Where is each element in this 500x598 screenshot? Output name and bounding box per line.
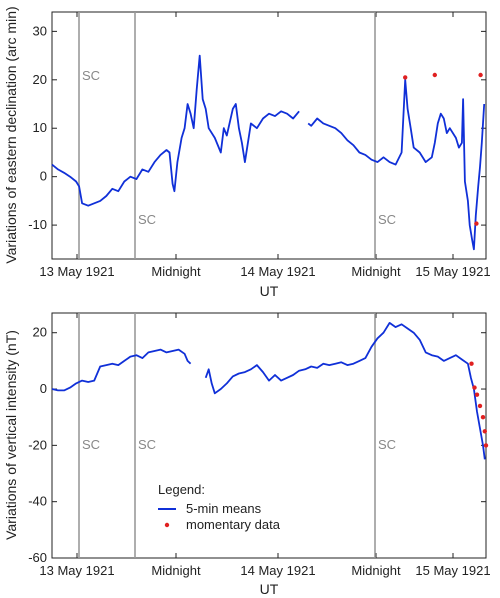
y-tick-label: -20 bbox=[28, 437, 47, 452]
sc-marker-label: SC bbox=[82, 437, 100, 452]
vertical-intensity-panel: -60 -40 -20 0 20 13 May 1921 Midnight 14 May 1… bbox=[3, 312, 491, 597]
y-tick-label: 20 bbox=[33, 325, 47, 340]
sc-marker-label: SC bbox=[138, 212, 156, 227]
legend-entry-momentary: momentary data bbox=[186, 517, 281, 532]
plot-frame bbox=[51, 11, 487, 260]
legend: Legend: 5-min means momentary data bbox=[158, 482, 281, 532]
y-axis-label: Variations of eastern declination (arc m… bbox=[3, 6, 19, 263]
momentary-data-point bbox=[469, 361, 474, 366]
y-tick-label: -10 bbox=[28, 217, 47, 232]
momentary-data-point bbox=[482, 429, 487, 434]
series-5min-means-line bbox=[307, 78, 486, 251]
sc-marker-label: SC bbox=[378, 437, 396, 452]
y-tick-label: 0 bbox=[40, 381, 47, 396]
momentary-data-point bbox=[480, 415, 486, 420]
sc-marker-label: SC bbox=[138, 437, 156, 452]
momentary-data-point bbox=[474, 392, 480, 397]
momentary-data-point bbox=[477, 403, 483, 409]
x-axis-label: UT bbox=[260, 581, 279, 597]
legend-title: Legend: bbox=[158, 482, 205, 497]
x-tick-label: 13 May 1921 bbox=[39, 264, 114, 279]
momentary-data-point bbox=[478, 72, 483, 78]
legend-entry-means: 5-min means bbox=[186, 501, 262, 516]
x-tick-label: Midnight bbox=[351, 563, 401, 578]
x-tick-label: 15 May 1921 bbox=[415, 563, 490, 578]
y-tick-label: 20 bbox=[33, 72, 47, 87]
y-tick-label: 0 bbox=[40, 169, 47, 184]
series-5min-means-line bbox=[51, 348, 192, 392]
y-tick-label: 30 bbox=[33, 23, 47, 38]
y-tick-label: -60 bbox=[28, 550, 47, 565]
x-tick-label: 14 May 1921 bbox=[240, 563, 315, 578]
momentary-data-point bbox=[474, 221, 479, 226]
x-tick-label: 14 May 1921 bbox=[240, 264, 315, 279]
y-tick-label: -40 bbox=[28, 494, 47, 509]
y-axis-label: Variations of vertical intensity (nT) bbox=[3, 330, 19, 540]
x-axis-label: UT bbox=[260, 283, 279, 299]
y-tick-label: 10 bbox=[33, 120, 47, 135]
series-5min-means-line bbox=[204, 322, 486, 460]
momentary-data-point bbox=[432, 72, 437, 78]
declination-panel: -10 0 10 20 30 13 May 1921 Midnight 14 May 192… bbox=[3, 6, 491, 299]
x-tick-label: 15 May 1921 bbox=[415, 264, 490, 279]
legend-dot-swatch bbox=[164, 522, 170, 528]
x-tick-label: Midnight bbox=[151, 563, 201, 578]
x-tick-label: Midnight bbox=[351, 264, 401, 279]
momentary-data-point bbox=[472, 385, 477, 390]
x-tick-label: Midnight bbox=[151, 264, 201, 279]
series-5min-means-line bbox=[51, 54, 300, 207]
momentary-data-point bbox=[483, 443, 489, 448]
sc-marker-label: SC bbox=[378, 212, 396, 227]
momentary-data-point bbox=[403, 75, 408, 80]
x-tick-label: 13 May 1921 bbox=[39, 563, 114, 578]
sc-marker-label: SC bbox=[82, 68, 100, 83]
plot-frame bbox=[51, 312, 487, 559]
